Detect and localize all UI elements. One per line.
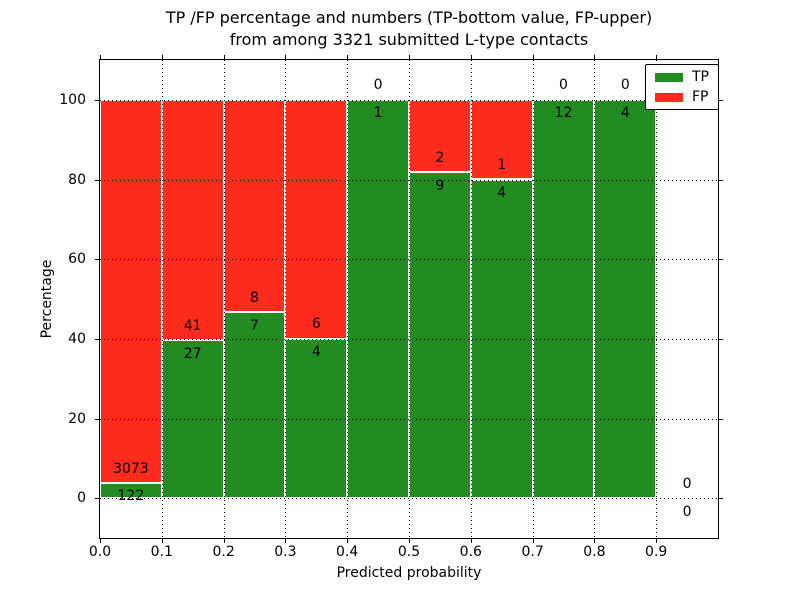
xtick-label-0.6: 0.6 [459, 544, 482, 560]
chart-title: TP /FP percentage and numbers (TP-bottom… [99, 7, 719, 51]
xtick-0.8 [594, 539, 596, 543]
ytick-right-100 [719, 99, 723, 101]
fp-legend-label: FP [692, 89, 709, 105]
xtick-label-0.7: 0.7 [521, 544, 544, 560]
ytick-label-80: 80 [68, 171, 86, 188]
xtick-label-0.4: 0.4 [336, 544, 359, 560]
ytick-right-20 [719, 418, 723, 420]
xtick-0.3 [285, 539, 287, 543]
ytick-right-80 [719, 179, 723, 181]
tp-legend-label: TP [692, 69, 709, 85]
xtick-0.7 [532, 539, 534, 543]
ytick-label-100: 100 [59, 91, 86, 108]
ytick-label-40: 40 [68, 330, 86, 347]
xtick-0.0 [100, 539, 101, 543]
xtick-label-0.3: 0.3 [274, 544, 297, 560]
xtick-label-0.2: 0.2 [212, 544, 235, 560]
tp-legend-swatch [655, 72, 683, 82]
y-axis-label: Percentage [39, 259, 55, 339]
legend-item-fp: FP [655, 90, 709, 104]
xtick-0.2 [223, 539, 225, 543]
ytick-label-60: 60 [68, 251, 86, 268]
xtick-0.5 [409, 539, 410, 543]
xtick-label-0.0: 0.0 [88, 544, 112, 560]
ytick-label-20: 20 [68, 410, 86, 427]
chart-title-line-1: TP /FP percentage and numbers (TP-bottom… [165, 8, 653, 27]
xtick-0.1 [161, 539, 163, 543]
xtick-label-0.8: 0.8 [583, 544, 606, 560]
ytick-right-0 [719, 498, 723, 500]
axes-frame [99, 59, 719, 539]
legend-item-tp: TP [655, 70, 709, 84]
fp-legend-swatch [655, 92, 683, 102]
chart-title-line-2: from among 3321 submitted L-type contact… [229, 30, 589, 49]
xtick-0.4 [347, 539, 349, 543]
xtick-label-0.5: 0.5 [397, 544, 421, 560]
ytick-label-0: 0 [77, 490, 86, 507]
ytick-right-60 [719, 259, 723, 261]
xtick-label-0.1: 0.1 [150, 544, 173, 560]
xtick-label-0.9: 0.9 [645, 544, 668, 560]
ytick-right-40 [719, 338, 723, 340]
legend: TP FP [645, 64, 719, 110]
x-axis-label: Predicted probability [336, 565, 482, 581]
xtick-0.9 [656, 539, 658, 543]
xtick-0.6 [470, 539, 472, 543]
